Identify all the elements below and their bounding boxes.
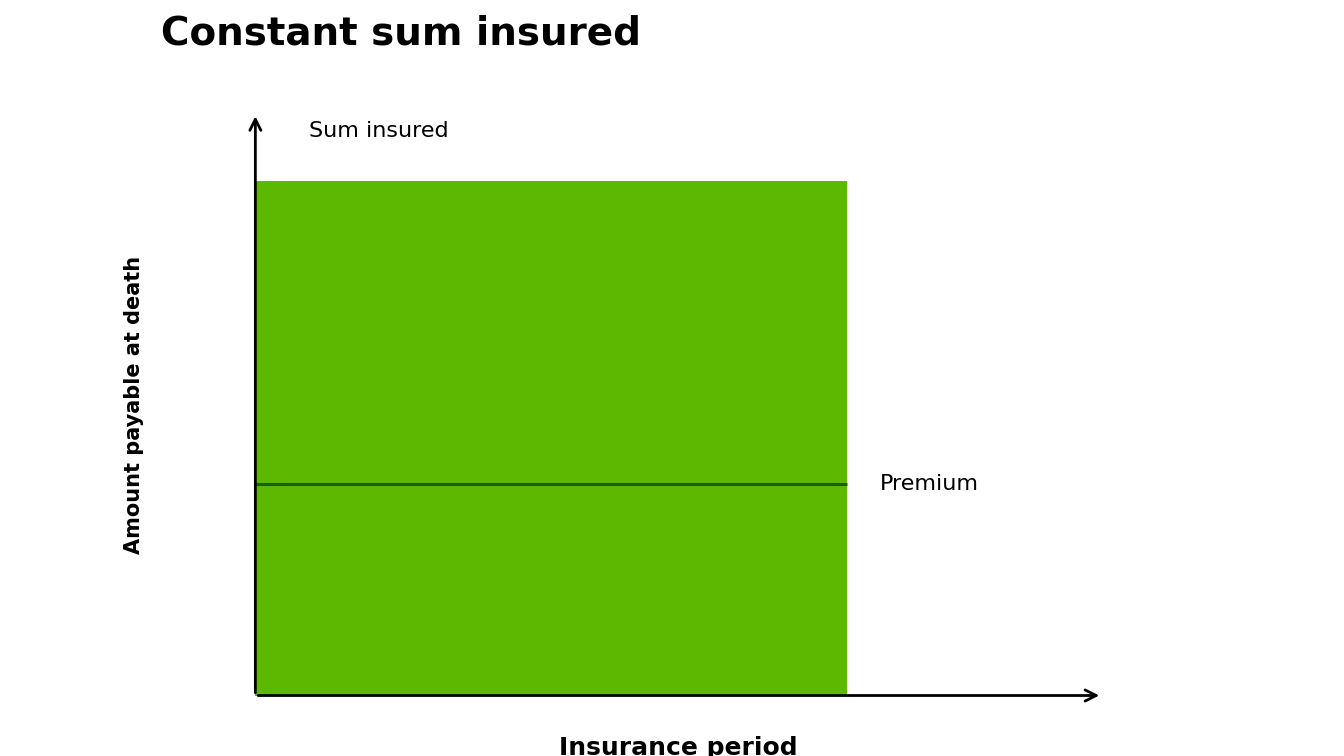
Text: Amount payable at death: Amount payable at death — [125, 256, 144, 553]
Text: Constant sum insured: Constant sum insured — [161, 15, 641, 53]
Text: Sum insured: Sum insured — [309, 121, 449, 141]
Text: Premium: Premium — [880, 474, 980, 494]
Bar — [255, 181, 847, 696]
Text: Insurance period: Insurance period — [559, 736, 798, 756]
